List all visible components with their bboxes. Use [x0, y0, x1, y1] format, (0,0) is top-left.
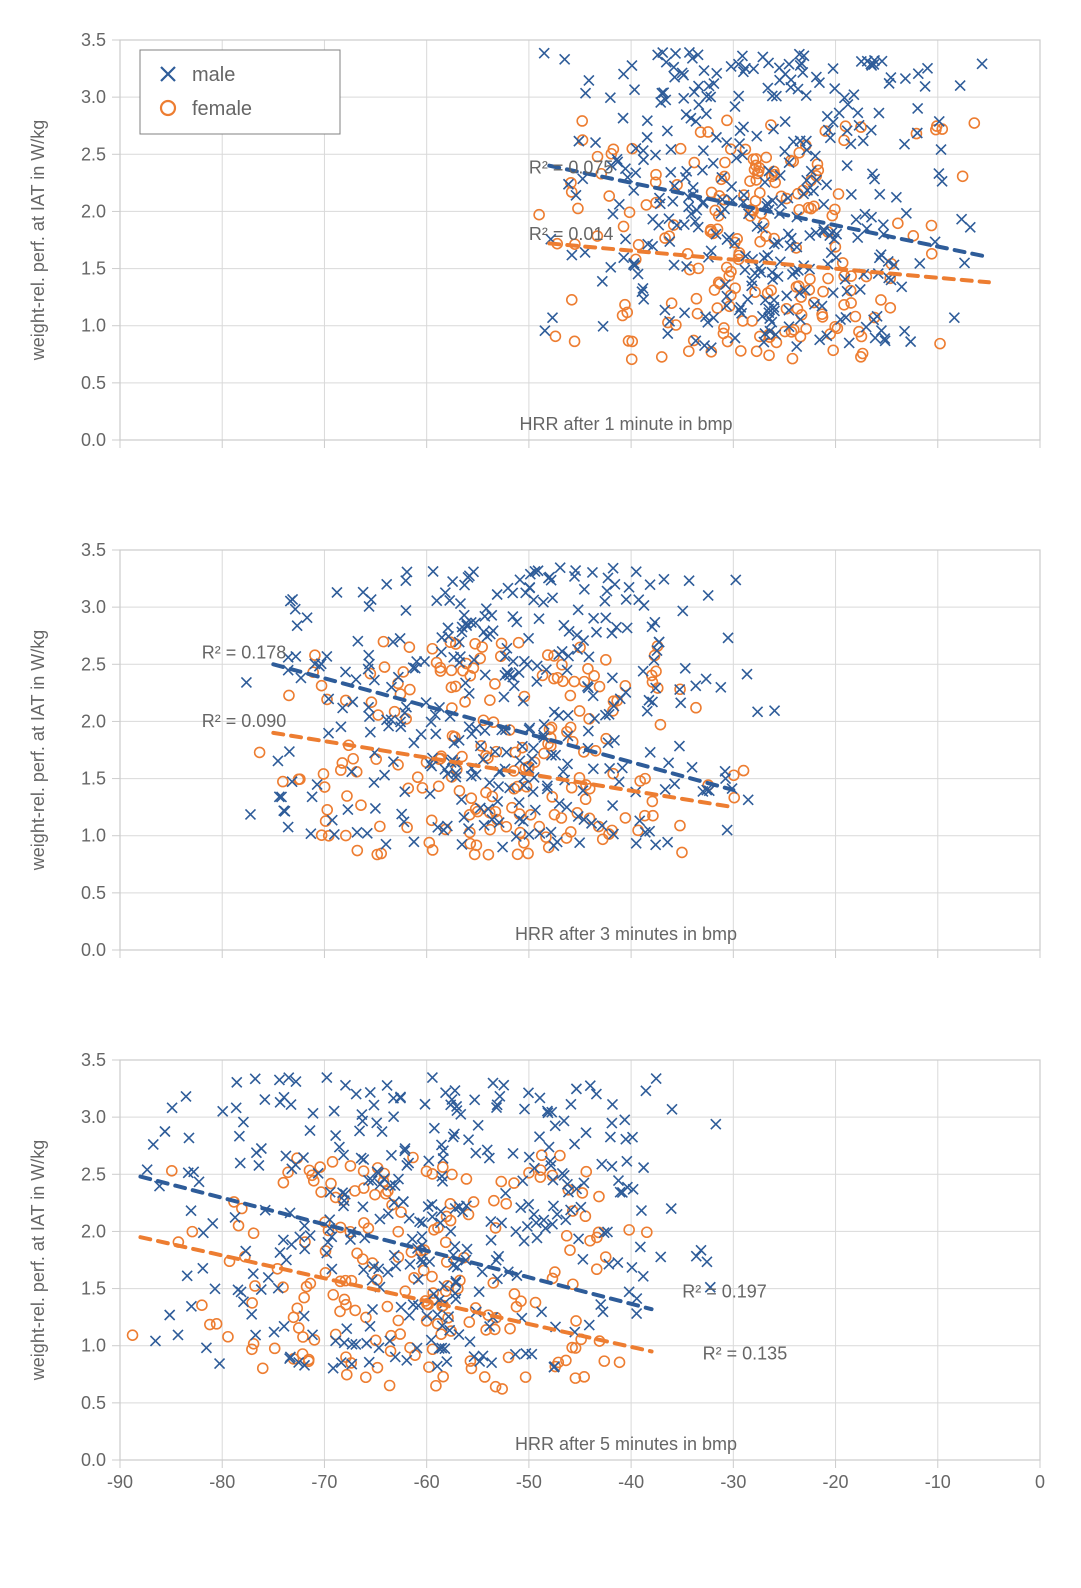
svg-text:0.5: 0.5: [81, 1393, 106, 1413]
svg-text:-40: -40: [618, 1472, 644, 1492]
trend-female-r2: R² = 0.090: [202, 711, 287, 731]
svg-text:-50: -50: [516, 1472, 542, 1492]
legend-label-female: female: [192, 98, 252, 120]
svg-text:-30: -30: [720, 1472, 746, 1492]
svg-text:3.5: 3.5: [81, 30, 106, 50]
trend-female-r2: R² = 0.135: [703, 1343, 788, 1363]
trend-male-r2: R² = 0.197: [682, 1282, 767, 1302]
svg-text:-70: -70: [311, 1472, 337, 1492]
svg-text:1.0: 1.0: [81, 1336, 106, 1356]
svg-text:2.0: 2.0: [81, 711, 106, 731]
y-axis-label: weight-rel. perf. at IAT in W/kg: [28, 120, 48, 361]
svg-text:-10: -10: [925, 1472, 951, 1492]
chart-container: 0.0 0.5 1.0 1.5 2.0 2.5 3.0 3.5 weight-rel. perf…: [20, 20, 1061, 1510]
svg-text:0.5: 0.5: [81, 373, 106, 393]
svg-text:2.5: 2.5: [81, 654, 106, 674]
svg-text:1.5: 1.5: [81, 259, 106, 279]
svg-text:0.0: 0.0: [81, 940, 106, 960]
svg-text:-60: -60: [414, 1472, 440, 1492]
y-axis-label: weight-rel. perf. at IAT in W/kg: [28, 1140, 48, 1381]
svg-text:1.0: 1.0: [81, 316, 106, 336]
svg-text:-20: -20: [823, 1472, 849, 1492]
svg-text:-80: -80: [209, 1472, 235, 1492]
trend-female-r2: R² = 0.014: [529, 224, 614, 244]
svg-text:3.5: 3.5: [81, 540, 106, 560]
svg-text:2.0: 2.0: [81, 201, 106, 221]
svg-text:1.5: 1.5: [81, 769, 106, 789]
x-axis-label: HRR after 3 minutes in bmp: [515, 924, 737, 944]
svg-text:1.5: 1.5: [81, 1279, 106, 1299]
x-axis-label: HRR after 1 minute in bmp: [519, 414, 732, 434]
svg-text:0.0: 0.0: [81, 430, 106, 450]
trend-male-r2: R² = 0.075: [529, 158, 614, 178]
svg-text:2.5: 2.5: [81, 144, 106, 164]
scatter-panel-3: -90 -80 -70 -60 -50 -40 -30 -20 -10 0 0.0 0.5 1.0 1.5…: [20, 1040, 1061, 1510]
svg-text:2.5: 2.5: [81, 1164, 106, 1184]
svg-text:3.0: 3.0: [81, 87, 106, 107]
svg-text:1.0: 1.0: [81, 826, 106, 846]
svg-text:3.0: 3.0: [81, 1107, 106, 1127]
legend-box: [140, 50, 340, 134]
legend-label-male: male: [192, 64, 235, 86]
x-axis-label: HRR after 5 minutes in bmp: [515, 1434, 737, 1454]
trend-male-r2: R² = 0.178: [202, 643, 287, 663]
scatter-panel-1: 0.0 0.5 1.0 1.5 2.0 2.5 3.0 3.5 weight-rel. perf…: [20, 20, 1061, 490]
svg-text:0: 0: [1035, 1472, 1045, 1492]
svg-text:0.0: 0.0: [81, 1450, 106, 1470]
y-axis-label: weight-rel. perf. at IAT in W/kg: [28, 630, 48, 871]
scatter-panel-2: 0.0 0.5 1.0 1.5 2.0 2.5 3.0 3.5 weight-rel. perf…: [20, 530, 1061, 1000]
svg-text:0.5: 0.5: [81, 883, 106, 903]
svg-text:-90: -90: [107, 1472, 133, 1492]
svg-text:3.0: 3.0: [81, 597, 106, 617]
svg-text:2.0: 2.0: [81, 1221, 106, 1241]
svg-text:3.5: 3.5: [81, 1050, 106, 1070]
